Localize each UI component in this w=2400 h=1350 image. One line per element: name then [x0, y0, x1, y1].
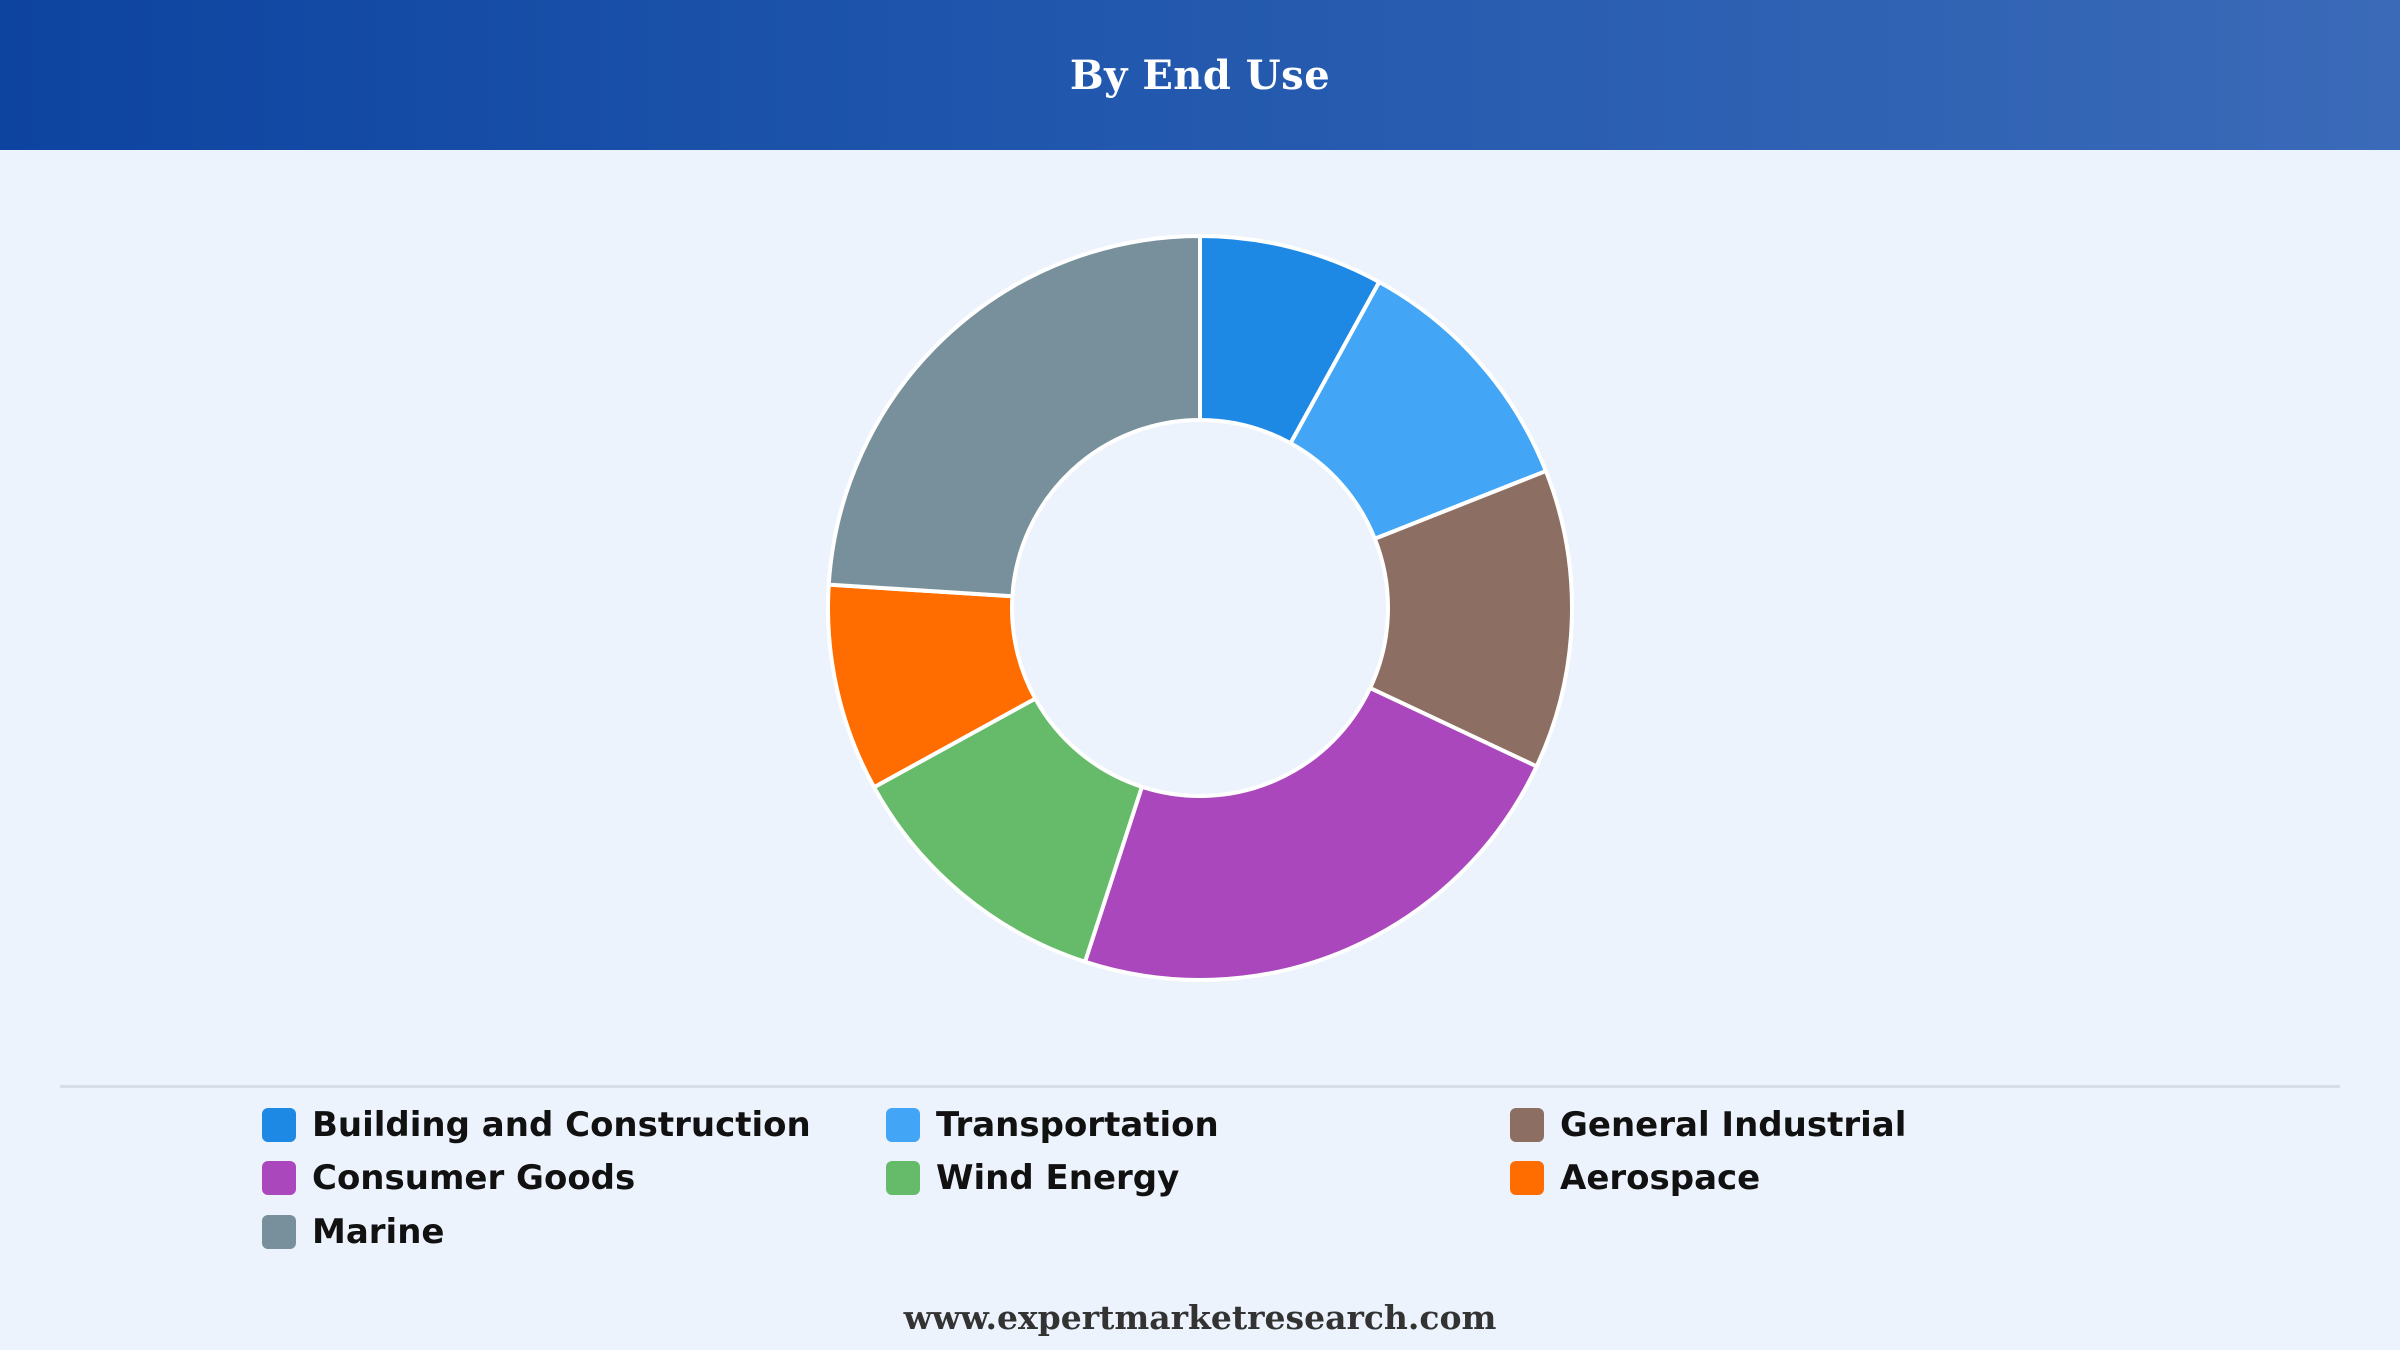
legend-swatch [262, 1214, 296, 1249]
source-footer: www.expertmarketresearch.com [903, 1298, 1497, 1337]
legend-label: Wind Energy [936, 1158, 1180, 1199]
legend-label: Building and Construction [312, 1104, 811, 1145]
header-bar: By End Use [0, 0, 2400, 150]
slice-general-industrial[interactable] [1368, 469, 1574, 769]
legend-swatch [1510, 1161, 1544, 1196]
legend-item-general-industrial[interactable]: General Industrial [1510, 1098, 2134, 1152]
slice-wind-energy[interactable] [872, 696, 1144, 964]
donut-chart [826, 234, 1574, 982]
legend-swatch [1510, 1107, 1544, 1142]
legend-swatch [886, 1107, 920, 1142]
legend-label: General Industrial [1560, 1104, 1907, 1145]
legend-item-consumer-goods[interactable]: Consumer Goods [262, 1152, 886, 1206]
legend-label: Marine [312, 1211, 445, 1252]
legend-item-transportation[interactable]: Transportation [886, 1098, 1510, 1152]
chart-title: By End Use [1069, 51, 1331, 99]
legend-swatch [886, 1161, 920, 1196]
legend-item-wind-energy[interactable]: Wind Energy [886, 1152, 1510, 1206]
legend-item-building-and-construction[interactable]: Building and Construction [262, 1098, 886, 1152]
chart-area [0, 150, 2400, 1085]
legend-label: Transportation [936, 1104, 1219, 1145]
slice-consumer-goods[interactable] [1083, 686, 1539, 982]
legend-item-marine[interactable]: Marine [262, 1205, 886, 1259]
legend-label: Consumer Goods [312, 1158, 636, 1199]
slice-marine[interactable] [826, 234, 1202, 599]
legend-divider [60, 1085, 2340, 1088]
legend: Building and Construction Transportation… [262, 1098, 2162, 1259]
legend-swatch [262, 1161, 296, 1196]
legend-item-aerospace[interactable]: Aerospace [1510, 1152, 2134, 1206]
legend-swatch [262, 1107, 296, 1142]
legend-label: Aerospace [1560, 1158, 1761, 1199]
